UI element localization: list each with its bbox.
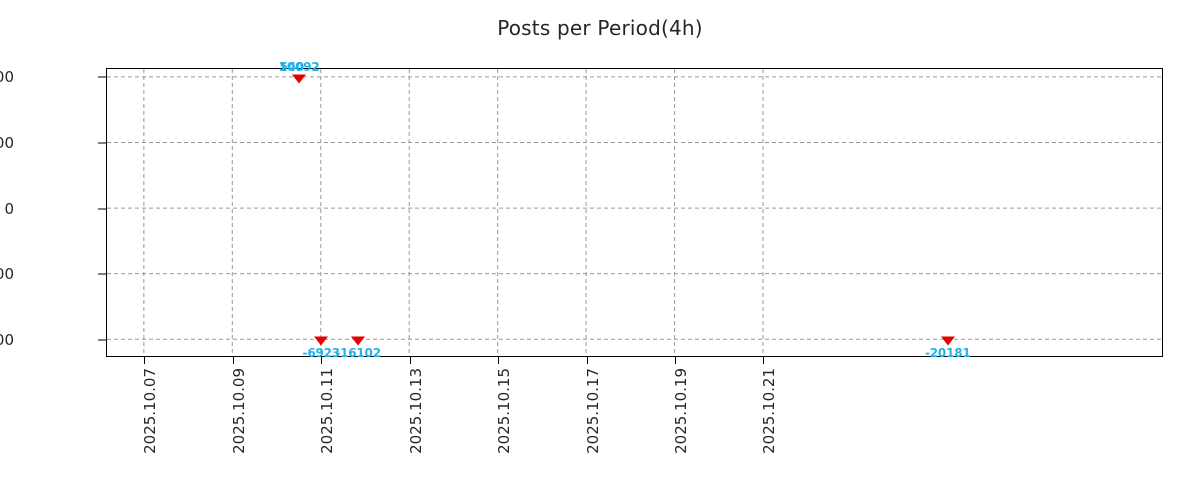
x-tick-label: 2025.10.21 [760,368,779,454]
x-tick-mark [144,357,146,364]
y-tick-label: 5000 [0,133,14,152]
extreme-value-marker [314,336,329,346]
x-tick-label: 2025.10.07 [141,368,160,454]
y-tick-mark [98,208,106,210]
gridlines [107,69,1161,355]
y-tick-mark [98,339,106,341]
x-tick-label: 2025.10.11 [318,368,337,454]
y-tick-mark [98,142,106,144]
x-tick-label: 2025.10.17 [583,368,602,454]
y-tick-mark [98,76,106,78]
y-tick-label: 0 [4,199,14,218]
y-tick-mark [98,273,106,275]
x-tick-mark [586,357,588,364]
extreme-value-marker [940,336,955,346]
x-tick-mark [498,357,500,364]
extreme-value-label: 10092 [278,60,320,75]
x-tick-mark [232,357,234,364]
x-tick-mark [675,357,677,364]
x-tick-label: 2025.10.19 [672,368,691,454]
y-tick-label: -10000 [0,330,14,349]
y-tick-label: -5000 [0,265,14,284]
y-tick-label: 10000 [0,68,14,87]
x-tick-mark [321,357,323,364]
extreme-value-marker [351,336,366,346]
extreme-value-label: -6923 [302,345,341,360]
x-tick-mark [763,357,765,364]
x-tick-mark [409,357,411,364]
plot-inner [107,69,1162,356]
x-tick-label: 2025.10.15 [495,368,514,454]
series-line [107,355,1161,356]
extreme-value-label: -20181 [924,345,971,360]
x-tick-label: 2025.10.13 [406,368,425,454]
extreme-value-label: -16102 [335,345,381,360]
plot-area [106,68,1163,357]
extreme-value-label: 540 [279,60,305,75]
extreme-value-marker [292,74,307,84]
x-tick-label: 2025.10.09 [229,368,248,454]
chart-title: Posts per Period(4h) [497,16,703,40]
